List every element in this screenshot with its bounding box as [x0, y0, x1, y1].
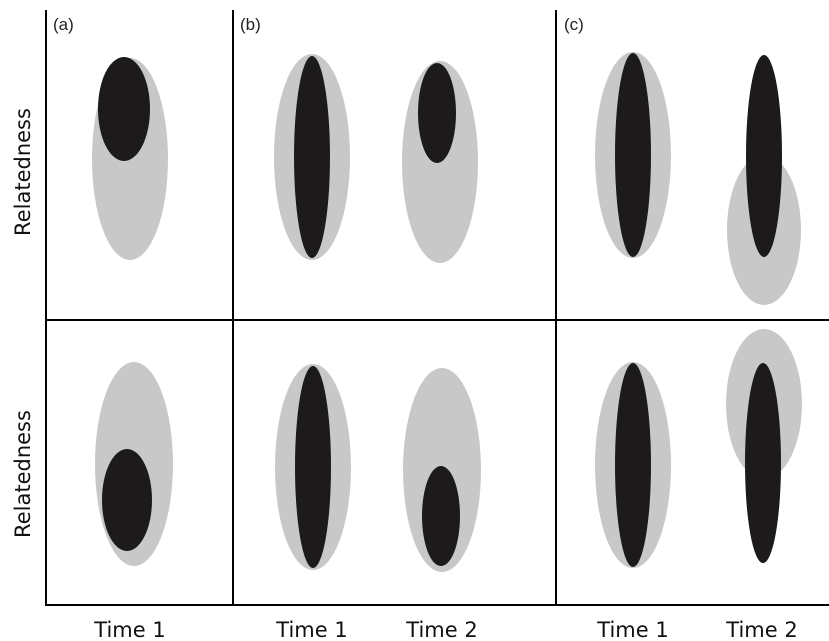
inner-ellipse-b-top-time-1	[294, 56, 330, 258]
inner-ellipse-b-bottom-time-2	[422, 466, 460, 566]
y-axis-label-bottom: Relatedness	[11, 410, 35, 538]
x-tick-label-c-time-1: Time 1	[596, 618, 668, 641]
y-axis-label-top: Relatedness	[11, 108, 35, 236]
inner-ellipse-b-top-time-2	[418, 63, 456, 163]
x-tick-label-c-time-2: Time 2	[725, 618, 797, 641]
inner-ellipse-c-top-time-2	[746, 55, 782, 257]
inner-ellipse-a-top-time-1	[98, 57, 150, 161]
inner-ellipse-a-bottom-time-1	[102, 449, 152, 551]
x-tick-label-a-time-1: Time 1	[93, 618, 165, 641]
x-tick-label-b-time-2: Time 2	[405, 618, 477, 641]
inner-ellipse-c-top-time-1	[615, 53, 651, 257]
inner-ellipse-c-bottom-time-1	[615, 363, 651, 567]
inner-ellipse-b-bottom-time-1	[295, 366, 331, 568]
panel-label-b: (b)	[240, 15, 261, 34]
panel-label-a: (a)	[53, 15, 74, 34]
inner-ellipse-c-bottom-time-2	[745, 363, 781, 563]
panel-label-c: (c)	[564, 15, 584, 34]
x-tick-label-b-time-1: Time 1	[275, 618, 347, 641]
